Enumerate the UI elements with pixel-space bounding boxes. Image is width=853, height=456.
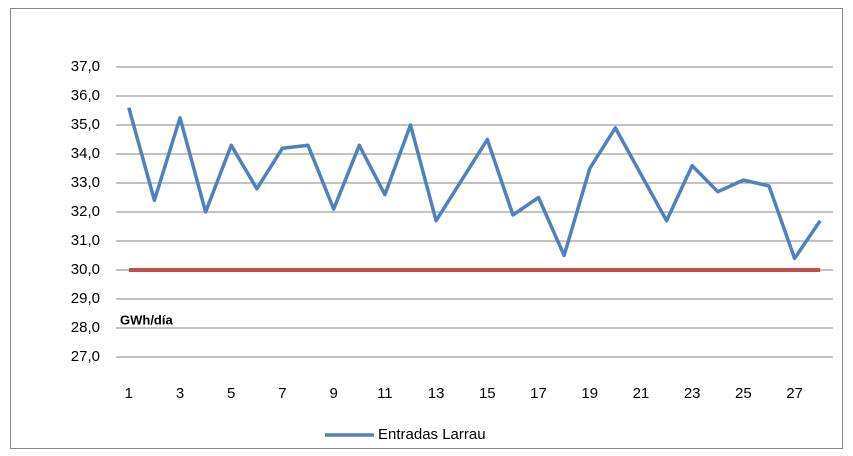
x-tick-label: 27 [786,385,803,402]
y-tick-label: 31,0 [71,232,100,249]
x-tick-label: 11 [377,385,393,402]
chart-border [10,8,843,449]
y-tick-label: 34,0 [71,145,100,162]
y-tick-label: 27,0 [71,348,100,365]
y-tick-label: 35,0 [71,116,100,133]
x-tick-label: 7 [278,385,286,402]
x-tick-label: 23 [684,385,701,402]
x-tick-label: 1 [125,385,133,402]
x-tick-label: 9 [329,385,337,402]
x-tick-label: 21 [633,385,650,402]
y-tick-label: 37,0 [71,58,100,75]
y-tick-label: 28,0 [71,319,100,336]
x-tick-label: 25 [735,385,752,402]
y-tick-label: 30,0 [71,261,100,278]
x-tick-label: 5 [227,385,235,402]
y-tick-label: 32,0 [71,203,100,220]
x-tick-label: 15 [479,385,496,402]
x-tick-label: 19 [581,385,598,402]
legend-label: Entradas Larrau [378,426,486,443]
x-tick-label: 3 [176,385,184,402]
x-tick-label: 17 [530,385,547,402]
annotation: GWh/día [120,312,173,327]
y-tick-label: 29,0 [71,290,100,307]
x-tick-label: 13 [428,385,445,402]
y-tick-label: 36,0 [71,87,100,104]
y-tick-label: 33,0 [71,174,100,191]
data-line [127,107,822,261]
